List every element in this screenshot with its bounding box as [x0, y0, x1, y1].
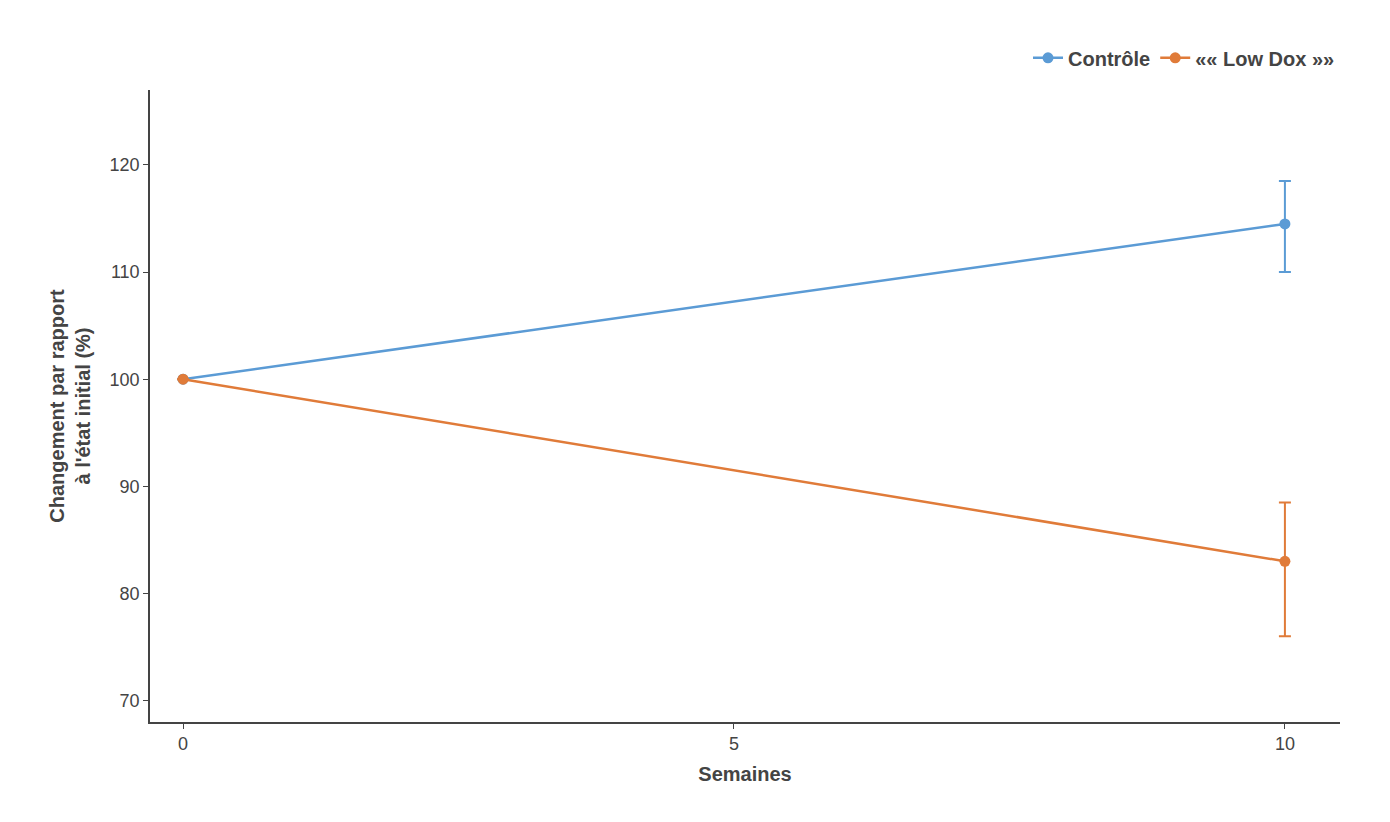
svg-text:5: 5: [729, 734, 739, 754]
svg-text:70: 70: [120, 691, 140, 711]
svg-text:90: 90: [120, 477, 140, 497]
svg-text:0: 0: [178, 734, 188, 754]
svg-text:120: 120: [110, 155, 140, 175]
svg-text:110: 110: [111, 262, 140, 282]
svg-text:80: 80: [120, 584, 140, 604]
svg-text:Contrôle: Contrôle: [1068, 48, 1150, 70]
svg-text:100: 100: [110, 370, 140, 390]
svg-text:Semaines: Semaines: [698, 763, 791, 785]
svg-text:Changement par rapportà l'état: Changement par rapportà l'état initial (…: [46, 289, 94, 523]
svg-text:10: 10: [1275, 734, 1295, 754]
svg-text:«« Low Dox »»: «« Low Dox »»: [1195, 48, 1334, 70]
